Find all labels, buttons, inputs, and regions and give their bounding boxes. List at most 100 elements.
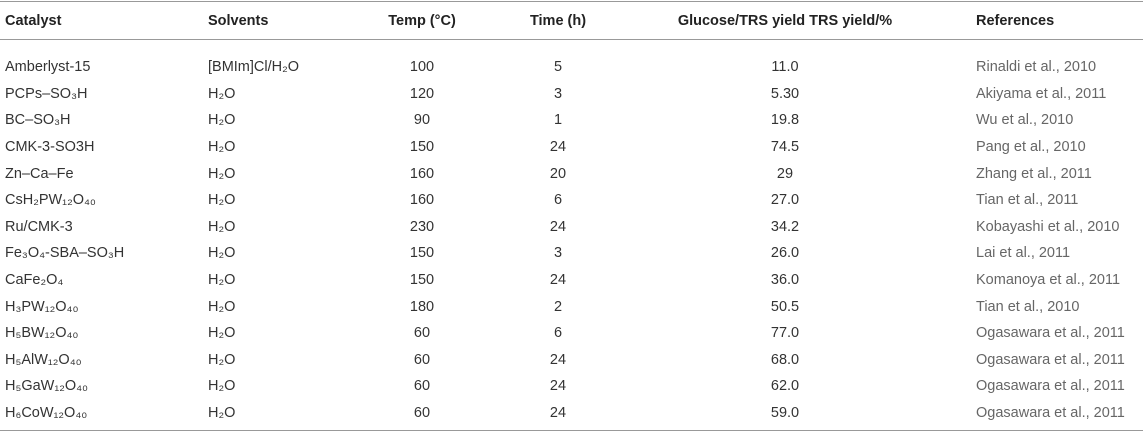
table-cell: PCPs–SO₃H — [5, 85, 88, 102]
table-row: PCPs–SO₃H H₂O 120 3 5.30 Akiyama et al., 2011 — [0, 81, 1143, 108]
table-row: Ru/CMK-3 H₂O 230 24 34.2 Kobayashi et al., 20… — [0, 214, 1143, 241]
table-cell: [BMIm]Cl/H₂O — [208, 59, 300, 76]
table-cell: H₂O — [208, 378, 236, 395]
header-cell: Catalyst — [0, 1, 203, 40]
table-row: H₅AlW₁₂O₄₀ H₂O 60 24 68.0 Ogasawara et al., 2… — [0, 347, 1143, 374]
table-cell: Pang et al., 2010 — [976, 139, 1086, 156]
table-cell: 230 — [409, 218, 435, 235]
table-cell: 150 — [409, 272, 435, 289]
table-cell: 24 — [492, 399, 624, 432]
table-cell: Akiyama et al., 2011 — [976, 85, 1107, 102]
table-cell: 59.0 — [624, 399, 946, 432]
header-cell: Time (h) — [492, 1, 624, 40]
table-cell: H₂O — [208, 139, 236, 156]
table-row: CsH₂PW₁₂O₄₀ H₂O 160 6 27.0 Tian et al., 2011 — [0, 187, 1143, 214]
table-cell: H₂O — [203, 399, 352, 432]
table-cell: H₂O — [208, 112, 236, 129]
table-cell: Zhang et al., 2011 — [976, 165, 1092, 182]
table-row: Amberlyst-15 [BMIm]Cl/H₂O 100 5 11.0 Rinaldi … — [0, 40, 1143, 81]
table-row: Fe₃O₄-SBA–SO₃H H₂O 150 3 26.0 Lai et al., 201… — [0, 240, 1143, 267]
table-cell: Zn–Ca–Fe — [5, 165, 74, 182]
table-cell: 24 — [549, 351, 567, 368]
table-cell: H₂O — [208, 218, 236, 235]
header-cell: Glucose/TRS yield TRS yield/% — [624, 1, 946, 40]
table-cell: 27.0 — [770, 192, 800, 209]
table-cell: 1 — [553, 112, 563, 129]
table-cell: Amberlyst-15 — [5, 59, 91, 76]
header-cell: Solvents — [203, 1, 352, 40]
table-cell: 180 — [409, 298, 435, 315]
table-cell: 3 — [553, 245, 563, 262]
table-cell: 60 — [413, 351, 431, 368]
table-cell: H₂O — [208, 245, 236, 262]
table-row: H₃PW₁₂O₄₀ H₂O 180 2 50.5 Tian et al., 2010 — [0, 293, 1143, 320]
table-cell: 2 — [553, 298, 563, 315]
table-cell: H₂O — [208, 192, 236, 209]
table-cell: 20 — [549, 165, 567, 182]
table-cell: 160 — [409, 192, 435, 209]
table-cell: 34.2 — [770, 218, 800, 235]
table-cell: H₂O — [208, 298, 236, 315]
table-cell: H₂O — [208, 165, 236, 182]
table-cell: Ogasawara et al., 2011 — [946, 399, 1143, 432]
header-cell: References — [946, 1, 1143, 40]
table-cell: 5 — [553, 59, 563, 76]
table-cell: Wu et al., 2010 — [976, 112, 1074, 129]
table-cell: CMK-3-SO3H — [5, 139, 95, 156]
table-header: Catalyst Solvents Temp (°C) Time (h) Glucose… — [0, 1, 1143, 40]
table-cell: H₅GaW₁₂O₄₀ — [5, 378, 89, 395]
table-cell: 24 — [549, 272, 567, 289]
table-cell: 90 — [413, 112, 431, 129]
table-cell: 77.0 — [770, 325, 800, 342]
table-cell: 160 — [409, 165, 435, 182]
table-cell: Lai et al., 2011 — [976, 245, 1071, 262]
table-row: CMK-3-SO3H H₂O 150 24 74.5 Pang et al., 2010 — [0, 134, 1143, 161]
table-row: Zn–Ca–Fe H₂O 160 20 29 Zhang et al., 2011 — [0, 160, 1143, 187]
table-cell: 24 — [549, 378, 567, 395]
table-cell: CsH₂PW₁₂O₄₀ — [5, 192, 96, 209]
table-cell: 6 — [553, 192, 563, 209]
table-cell: 26.0 — [770, 245, 800, 262]
table-cell: 5.30 — [770, 85, 800, 102]
table-cell: Komanoya et al., 2011 — [976, 272, 1121, 289]
table-cell: H₂O — [208, 272, 236, 289]
table-cell: 24 — [549, 139, 567, 156]
table-cell: Kobayashi et al., 2010 — [976, 218, 1120, 235]
table-row: H₆CoW₁₂O₄₀ H₂O 60 24 59.0 Ogasawara et al., 2… — [0, 399, 1143, 432]
table-cell: H₂O — [208, 351, 236, 368]
table-body: Amberlyst-15 [BMIm]Cl/H₂O 100 5 11.0 Rinaldi … — [0, 40, 1143, 432]
table-cell: H₆CoW₁₂O₄₀ — [0, 399, 203, 432]
table-cell: Rinaldi et al., 2010 — [976, 59, 1097, 76]
table-cell: 29 — [776, 165, 794, 182]
table-cell: 74.5 — [770, 139, 800, 156]
table-cell: 60 — [413, 378, 431, 395]
table-cell: H₂O — [208, 325, 236, 342]
table-cell: 68.0 — [770, 351, 800, 368]
table-row: H₅GaW₁₂O₄₀ H₂O 60 24 62.0 Ogasawara et al., 2… — [0, 373, 1143, 400]
table-cell: 150 — [409, 139, 435, 156]
table-row: BC–SO₃H H₂O 90 1 19.8 Wu et al., 2010 — [0, 107, 1143, 134]
table-cell: Ogasawara et al., 2011 — [976, 378, 1125, 395]
table-cell: Ogasawara et al., 2011 — [976, 325, 1125, 342]
table-cell: 24 — [549, 218, 567, 235]
header-row: Catalyst Solvents Temp (°C) Time (h) Glucose… — [0, 1, 1143, 40]
table-cell: BC–SO₃H — [5, 112, 71, 129]
table-cell: 60 — [352, 399, 492, 432]
table-cell: H₅AlW₁₂O₄₀ — [5, 351, 82, 368]
table-cell: 3 — [553, 85, 563, 102]
table-cell: Ogasawara et al., 2011 — [976, 351, 1125, 368]
table-cell: 100 — [409, 59, 435, 76]
table-cell: 150 — [409, 245, 435, 262]
table-cell: 11.0 — [771, 59, 799, 76]
table-row: CaFe₂O₄ H₂O 150 24 36.0 Komanoya et al., 2011 — [0, 267, 1143, 294]
table-cell: H₃PW₁₂O₄₀ — [5, 298, 79, 315]
table-cell: Ru/CMK-3 — [5, 218, 73, 235]
table-cell: 36.0 — [770, 272, 800, 289]
table-cell: Tian et al., 2011 — [976, 192, 1079, 209]
table-row: H₅BW₁₂O₄₀ H₂O 60 6 77.0 Ogasawara et al., 201… — [0, 320, 1143, 347]
header-cell: Temp (°C) — [352, 1, 492, 40]
table-cell: H₅BW₁₂O₄₀ — [5, 325, 79, 342]
table-cell: Fe₃O₄-SBA–SO₃H — [5, 245, 125, 262]
